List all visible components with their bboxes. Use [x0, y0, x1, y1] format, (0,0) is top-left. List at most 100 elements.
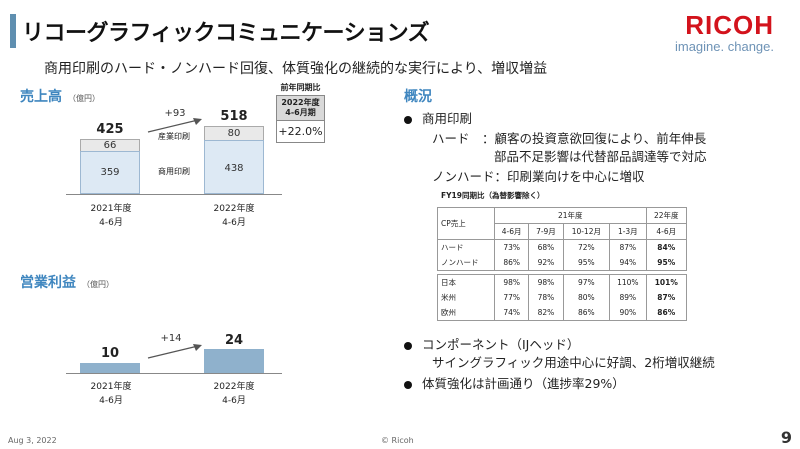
sales-delta: +93: [164, 108, 186, 119]
table-row: 欧州 74% 82% 86% 90% 86%: [436, 305, 688, 321]
sales-period-2022: 4-6月: [222, 218, 246, 228]
table-cell: 84%: [645, 239, 688, 255]
footer-copyright: © Ricoh: [381, 436, 414, 445]
table-cell: 68%: [528, 239, 564, 255]
table-cell: 86%: [645, 305, 688, 321]
yoy-value: +22.0%: [276, 121, 325, 143]
sales-total-2021: 425: [96, 122, 124, 137]
sales-title: 売上高: [20, 89, 62, 105]
sales-year-2022: 2022年度: [213, 204, 255, 214]
bullet-commercial-printing: 商用印刷: [404, 108, 472, 127]
sales-industrial-2021: 66: [103, 140, 117, 151]
table-row: 日本 98% 98% 97% 110% 101%: [436, 274, 688, 290]
col-header: 7-9月: [528, 223, 564, 240]
row-label: ノンハード: [436, 255, 496, 271]
profit-growth-arrow: [147, 344, 202, 359]
table-cell: 86%: [494, 255, 530, 271]
table-cell: 87%: [645, 290, 688, 305]
row-label: 日本: [436, 274, 496, 290]
sales-bar-commercial-2022: [204, 140, 264, 194]
sales-xlabel-2022: 2022年度 4-6月: [199, 202, 269, 230]
table-cell: 73%: [494, 239, 530, 255]
hard-text-1: ：顧客の投資意欲回復により、前年伸長: [482, 131, 707, 146]
yoy-header: 前年同期比: [280, 83, 321, 92]
profit-bar-2021: [80, 363, 140, 373]
bullet-text: 商用印刷: [422, 111, 473, 126]
table-header-row: CP売上 21年度 22年度: [436, 207, 688, 240]
profit-period-2022: 4-6月: [222, 396, 246, 406]
sales-growth-arrow: [147, 118, 202, 133]
profit-value-2022: 24: [224, 333, 244, 348]
profit-baseline: [66, 373, 282, 374]
table-cell: 94%: [609, 255, 647, 271]
sales-unit: （億円）: [68, 94, 100, 103]
col-header: 10-12月: [562, 223, 611, 240]
table-cell: 97%: [562, 274, 611, 290]
page-subtitle: 商用印刷のハード・ノンハード回復、体質強化の継続的な実行により、増収増益: [44, 61, 548, 77]
table-cell: 78%: [528, 290, 564, 305]
profit-xlabel-2021: 2021年度 4-6月: [76, 380, 146, 408]
hard-label: ハード: [432, 131, 470, 146]
yoy-period: 2022年度 4-6月期: [276, 95, 325, 121]
bullet-dot: [404, 380, 412, 389]
overview-title: 概況: [404, 89, 432, 105]
header-fy21: 21年度: [494, 207, 647, 224]
profit-section-title: 営業利益 （億円）: [20, 272, 114, 292]
col-header: 1-3月: [609, 223, 647, 240]
table-cell: 95%: [645, 255, 688, 271]
bullet-dot: [404, 341, 412, 350]
sales-commercial-2021: 359: [100, 167, 120, 178]
logo-tagline: imagine. change.: [674, 39, 774, 54]
nonhard-text: ノンハード：印刷業向けを中心に増収: [432, 169, 645, 184]
profit-year-2022: 2022年度: [213, 382, 255, 392]
sales-year-2021: 2021年度: [90, 204, 132, 214]
table-row: 米州 77% 78% 80% 89% 87%: [436, 290, 688, 305]
sales-baseline: [66, 194, 282, 195]
profit-period-2021: 4-6月: [99, 396, 123, 406]
page-number: 9: [780, 428, 792, 447]
sales-xlabel-2021: 2021年度 4-6月: [76, 202, 146, 230]
ricoh-logo: RICOH imagine. change.: [675, 10, 774, 54]
profit-bar-2022: [204, 349, 264, 373]
profit-year-2021: 2021年度: [90, 382, 132, 392]
table-cell: 82%: [528, 305, 564, 321]
header-cp: CP売上: [436, 207, 496, 240]
bullet-text: コンポーネント（IJヘッド）: [422, 337, 580, 352]
hard-text-2: 部品不足影響は代替部品調達等で対応: [494, 149, 707, 164]
sales-commercial-2022: 438: [224, 163, 244, 174]
legend-industrial: 産業印刷: [158, 132, 190, 141]
cp-sales-table: CP売上 21年度 22年度 4-6月 7-9月 10-12月 1-3月 4-6…: [436, 207, 688, 321]
table-cell: 80%: [562, 290, 611, 305]
table-cell: 110%: [609, 274, 647, 290]
sales-industrial-2022: 80: [227, 128, 241, 139]
table-cell: 72%: [562, 239, 611, 255]
table-cell: 89%: [609, 290, 647, 305]
bullet-text: 体質強化は計画通り（進捗率29%）: [422, 376, 625, 391]
bullet-components: コンポーネント（IJヘッド）: [404, 334, 579, 353]
table-row: ノンハード 86% 92% 95% 94% 95%: [436, 255, 688, 271]
row-label: 欧州: [436, 305, 496, 321]
table-cell: 101%: [645, 274, 688, 290]
col-header: 4-6月: [645, 223, 688, 240]
table-cell: 86%: [562, 305, 611, 321]
title-accent-bar: [10, 14, 16, 48]
profit-title: 営業利益: [20, 275, 76, 291]
table-cell: 98%: [528, 274, 564, 290]
table-title: FY19同期比（為替影響除く）: [441, 191, 545, 200]
row-label: 米州: [436, 290, 496, 305]
sales-section-title: 売上高 （億円）: [20, 86, 100, 106]
table-cell: 92%: [528, 255, 564, 271]
table-cell: 87%: [609, 239, 647, 255]
components-detail: サイングラフィック用途中心に好調、2桁増収継続: [432, 355, 715, 370]
footer-date: Aug 3, 2022: [8, 436, 57, 445]
profit-value-2021: 10: [100, 346, 120, 361]
table-period-row: 4-6月 7-9月 10-12月 1-3月 4-6月: [438, 223, 688, 240]
table-cell: 98%: [494, 274, 530, 290]
bullet-structural-reform: 体質強化は計画通り（進捗率29%）: [404, 373, 625, 392]
bullet-dot: [404, 115, 412, 124]
table-cell: 95%: [562, 255, 611, 271]
page-title: リコーグラフィックコミュニケーションズ: [22, 21, 430, 46]
profit-xlabel-2022: 2022年度 4-6月: [199, 380, 269, 408]
row-label: ハード: [436, 239, 496, 255]
